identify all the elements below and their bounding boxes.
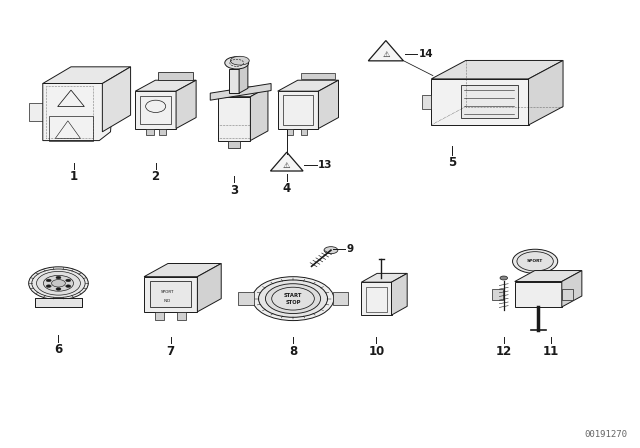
Text: 11: 11	[543, 345, 559, 358]
Ellipse shape	[266, 284, 321, 314]
Polygon shape	[144, 277, 197, 312]
Text: 8: 8	[289, 345, 297, 358]
Polygon shape	[271, 152, 303, 171]
Text: ⚠: ⚠	[382, 50, 390, 59]
Ellipse shape	[259, 280, 328, 317]
Text: 1: 1	[70, 170, 78, 183]
Polygon shape	[155, 312, 164, 320]
Polygon shape	[319, 80, 339, 129]
Ellipse shape	[66, 279, 71, 282]
Polygon shape	[29, 103, 43, 121]
Polygon shape	[250, 87, 268, 141]
Ellipse shape	[225, 57, 248, 69]
Polygon shape	[368, 41, 403, 61]
Polygon shape	[228, 141, 241, 148]
Polygon shape	[229, 69, 239, 93]
Polygon shape	[176, 80, 196, 129]
Polygon shape	[392, 273, 407, 315]
Ellipse shape	[36, 271, 81, 295]
Polygon shape	[159, 129, 166, 135]
Polygon shape	[150, 281, 191, 307]
Text: SPORT: SPORT	[161, 290, 174, 294]
Text: SPORT: SPORT	[527, 259, 543, 263]
Polygon shape	[197, 263, 221, 312]
Text: 4: 4	[283, 182, 291, 195]
Polygon shape	[333, 292, 348, 305]
Ellipse shape	[230, 56, 249, 65]
Text: 7: 7	[166, 345, 175, 358]
Polygon shape	[144, 263, 221, 277]
Text: ⚠: ⚠	[283, 161, 291, 170]
Text: START: START	[284, 293, 302, 297]
Polygon shape	[43, 83, 113, 141]
Text: 00191270: 00191270	[584, 430, 627, 439]
Polygon shape	[287, 129, 293, 135]
Polygon shape	[147, 129, 154, 135]
Text: 2: 2	[152, 170, 160, 183]
Ellipse shape	[66, 285, 71, 288]
Polygon shape	[135, 91, 176, 129]
Polygon shape	[515, 271, 582, 281]
Ellipse shape	[44, 276, 74, 291]
Text: IND: IND	[164, 299, 172, 303]
Ellipse shape	[46, 285, 51, 288]
Text: 10: 10	[369, 345, 385, 358]
Polygon shape	[492, 289, 504, 300]
Polygon shape	[210, 83, 271, 100]
Text: 13: 13	[318, 160, 333, 170]
Polygon shape	[239, 64, 248, 93]
Polygon shape	[461, 86, 518, 118]
Text: 5: 5	[447, 156, 456, 169]
Text: 9: 9	[346, 245, 353, 254]
Polygon shape	[159, 72, 193, 80]
Polygon shape	[218, 97, 250, 141]
Text: 14: 14	[419, 49, 433, 59]
Text: 12: 12	[495, 345, 512, 358]
Text: STOP: STOP	[285, 300, 301, 305]
Polygon shape	[515, 281, 562, 307]
Polygon shape	[278, 91, 319, 129]
Polygon shape	[239, 292, 253, 305]
Polygon shape	[43, 67, 131, 83]
Polygon shape	[177, 312, 186, 320]
Polygon shape	[301, 129, 307, 135]
Polygon shape	[529, 60, 563, 125]
Polygon shape	[422, 95, 431, 108]
Polygon shape	[562, 289, 573, 300]
Ellipse shape	[324, 247, 338, 254]
Polygon shape	[218, 87, 268, 97]
Text: 3: 3	[230, 184, 238, 197]
Text: 6: 6	[54, 343, 63, 356]
Polygon shape	[301, 73, 335, 79]
Ellipse shape	[56, 288, 61, 290]
Polygon shape	[362, 282, 392, 315]
Polygon shape	[431, 60, 563, 79]
Polygon shape	[35, 298, 83, 306]
Polygon shape	[562, 271, 582, 307]
Ellipse shape	[56, 276, 61, 279]
Ellipse shape	[252, 277, 334, 321]
Polygon shape	[102, 67, 131, 132]
Ellipse shape	[272, 287, 314, 310]
Polygon shape	[362, 273, 407, 282]
Ellipse shape	[517, 252, 554, 271]
Ellipse shape	[52, 280, 65, 287]
Polygon shape	[135, 80, 196, 91]
Ellipse shape	[500, 276, 508, 280]
Polygon shape	[431, 79, 529, 125]
Polygon shape	[278, 80, 339, 91]
Ellipse shape	[32, 269, 85, 297]
Ellipse shape	[46, 279, 51, 282]
Ellipse shape	[513, 249, 557, 273]
Ellipse shape	[29, 267, 88, 300]
